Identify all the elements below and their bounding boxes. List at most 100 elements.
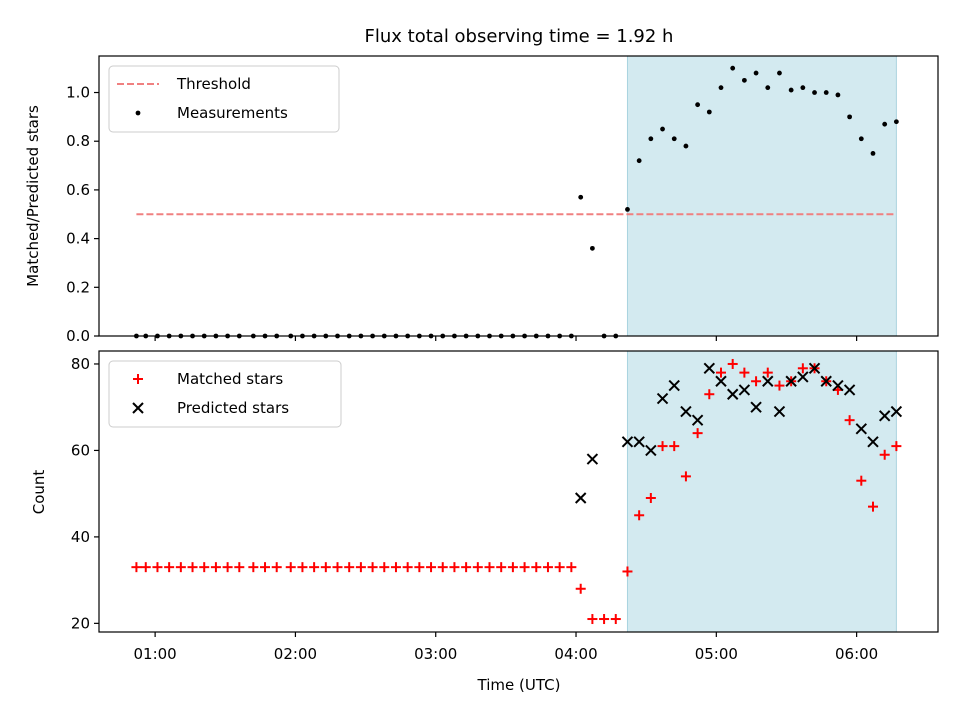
bottom-axes: 20 40 60 80 01:00 02:00 03:00 04:00 05:00 06:00 C… <box>30 350 939 694</box>
bottom-point-predicted-stars <box>750 401 762 413</box>
top-y-axis-label: Matched/Predicted stars <box>24 105 42 287</box>
chart-title: Flux total observing time = 1.92 h <box>365 26 674 47</box>
top-point-measurements <box>660 126 665 132</box>
top-point-measurements <box>870 150 876 156</box>
bottom-y-tick-label: 60 <box>71 441 90 459</box>
bottom-point-predicted-stars <box>633 436 645 448</box>
top-y-tick-label: 1.0 <box>66 84 90 102</box>
bottom-point-matched-stars <box>402 562 413 573</box>
x-tick-label: 03:00 <box>414 645 457 663</box>
bottom-point-matched-stars <box>271 562 282 573</box>
bottom-point-matched-stars <box>222 562 233 573</box>
top-point-measurements <box>882 121 888 127</box>
top-point-measurements <box>695 102 701 108</box>
bottom-point-predicted-stars <box>738 384 751 396</box>
bottom-plot-content: 20 40 60 80 01:00 02:00 03:00 04:00 05:00 06:00 <box>71 350 939 663</box>
bottom-point-predicted-stars <box>703 362 716 374</box>
bottom-point-matched-stars <box>891 441 902 452</box>
bottom-point-matched-stars <box>309 562 320 573</box>
bottom-point-matched-stars <box>657 441 668 452</box>
top-point-measurements <box>777 70 782 76</box>
top-point-measurements <box>625 206 630 212</box>
bottom-point-matched-stars <box>187 562 198 573</box>
bottom-point-matched-stars <box>472 562 483 573</box>
bottom-point-matched-stars <box>367 562 378 573</box>
bottom-point-matched-stars <box>210 562 221 573</box>
top-point-measurements <box>683 143 689 149</box>
bottom-point-matched-stars <box>355 562 366 573</box>
bottom-point-matched-stars <box>762 367 773 378</box>
bottom-point-matched-stars <box>248 562 259 573</box>
bottom-point-matched-stars <box>542 562 553 573</box>
top-y-tick-label: 0.6 <box>66 181 90 199</box>
x-tick-label: 06:00 <box>835 645 878 663</box>
bottom-point-matched-stars <box>797 363 808 374</box>
bottom-y-tick-label: 80 <box>71 355 90 373</box>
x-tick-label: 01:00 <box>134 645 177 663</box>
bottom-point-predicted-stars <box>762 375 774 387</box>
legend-label-matched-stars: Matched stars <box>177 370 283 388</box>
bottom-point-matched-stars <box>519 562 530 573</box>
bottom-point-matched-stars <box>344 562 355 573</box>
top-point-measurements <box>765 85 771 91</box>
bottom-point-matched-stars <box>669 441 680 452</box>
bottom-axes-frame <box>98 350 939 633</box>
bottom-point-matched-stars <box>484 562 495 573</box>
bottom-point-matched-stars <box>692 428 703 439</box>
top-point-measurements <box>858 136 864 142</box>
bottom-point-matched-stars <box>645 492 656 503</box>
bottom-point-predicted-stars <box>785 375 797 387</box>
x-tick-label: 04:00 <box>554 645 597 663</box>
legend-swatch-measurements <box>135 110 141 116</box>
top-plot-content: 0.0 0.2 0.4 0.6 0.8 1.0 <box>66 55 939 345</box>
bottom-point-predicted-stars <box>726 388 739 400</box>
bottom-point-predicted-stars <box>645 444 657 457</box>
bottom-legend: Matched stars Predicted stars <box>108 360 342 428</box>
bottom-point-predicted-stars <box>843 384 856 396</box>
legend-swatch-predicted-stars <box>132 402 144 414</box>
top-axes-frame <box>98 55 939 337</box>
bottom-point-matched-stars <box>437 562 448 573</box>
top-point-measurements <box>718 85 724 91</box>
top-point-measurements <box>788 87 794 93</box>
bottom-point-predicted-stars <box>867 436 879 448</box>
bottom-point-matched-stars <box>751 376 762 387</box>
top-point-measurements <box>835 92 841 98</box>
bottom-point-matched-stars <box>332 562 343 573</box>
bottom-point-matched-stars <box>496 562 507 573</box>
bottom-point-matched-stars <box>140 562 151 573</box>
bottom-point-matched-stars <box>285 562 296 573</box>
bottom-point-matched-stars <box>856 475 867 486</box>
bottom-point-predicted-stars <box>797 371 809 383</box>
bottom-point-matched-stars <box>575 583 586 594</box>
bottom-point-matched-stars <box>131 562 142 573</box>
bottom-point-predicted-stars <box>680 405 692 418</box>
bottom-point-matched-stars <box>727 358 738 369</box>
bottom-y-tick-label: 20 <box>71 614 90 632</box>
bottom-point-matched-stars <box>844 415 855 426</box>
bottom-point-matched-stars <box>175 562 186 573</box>
bottom-point-matched-stars <box>507 562 518 573</box>
x-axis-label: Time (UTC) <box>477 676 561 694</box>
legend-swatch-matched-stars <box>133 374 143 384</box>
bottom-point-matched-stars <box>199 562 210 573</box>
bottom-point-matched-stars <box>879 449 890 460</box>
bottom-point-matched-stars <box>622 566 633 577</box>
top-point-measurements <box>847 114 853 120</box>
bottom-point-predicted-stars <box>890 405 903 418</box>
bottom-point-matched-stars <box>739 367 750 378</box>
top-legend-box <box>108 65 340 133</box>
bottom-point-matched-stars <box>320 562 331 573</box>
bottom-point-predicted-stars <box>773 405 786 418</box>
x-tick-label: 02:00 <box>274 645 317 663</box>
bottom-point-matched-stars <box>390 562 401 573</box>
bottom-point-matched-stars <box>531 562 542 573</box>
top-point-measurements <box>893 119 899 125</box>
top-axes: 0.0 0.2 0.4 0.6 0.8 1.0 Matched/Predicted sta… <box>24 55 939 345</box>
bottom-point-matched-stars <box>449 562 460 573</box>
bottom-point-predicted-stars <box>855 423 868 435</box>
bottom-point-matched-stars <box>379 562 390 573</box>
top-y-tick-label: 0.8 <box>66 132 90 150</box>
legend-label-predicted-stars: Predicted stars <box>177 399 289 417</box>
bottom-point-predicted-stars <box>621 436 634 448</box>
